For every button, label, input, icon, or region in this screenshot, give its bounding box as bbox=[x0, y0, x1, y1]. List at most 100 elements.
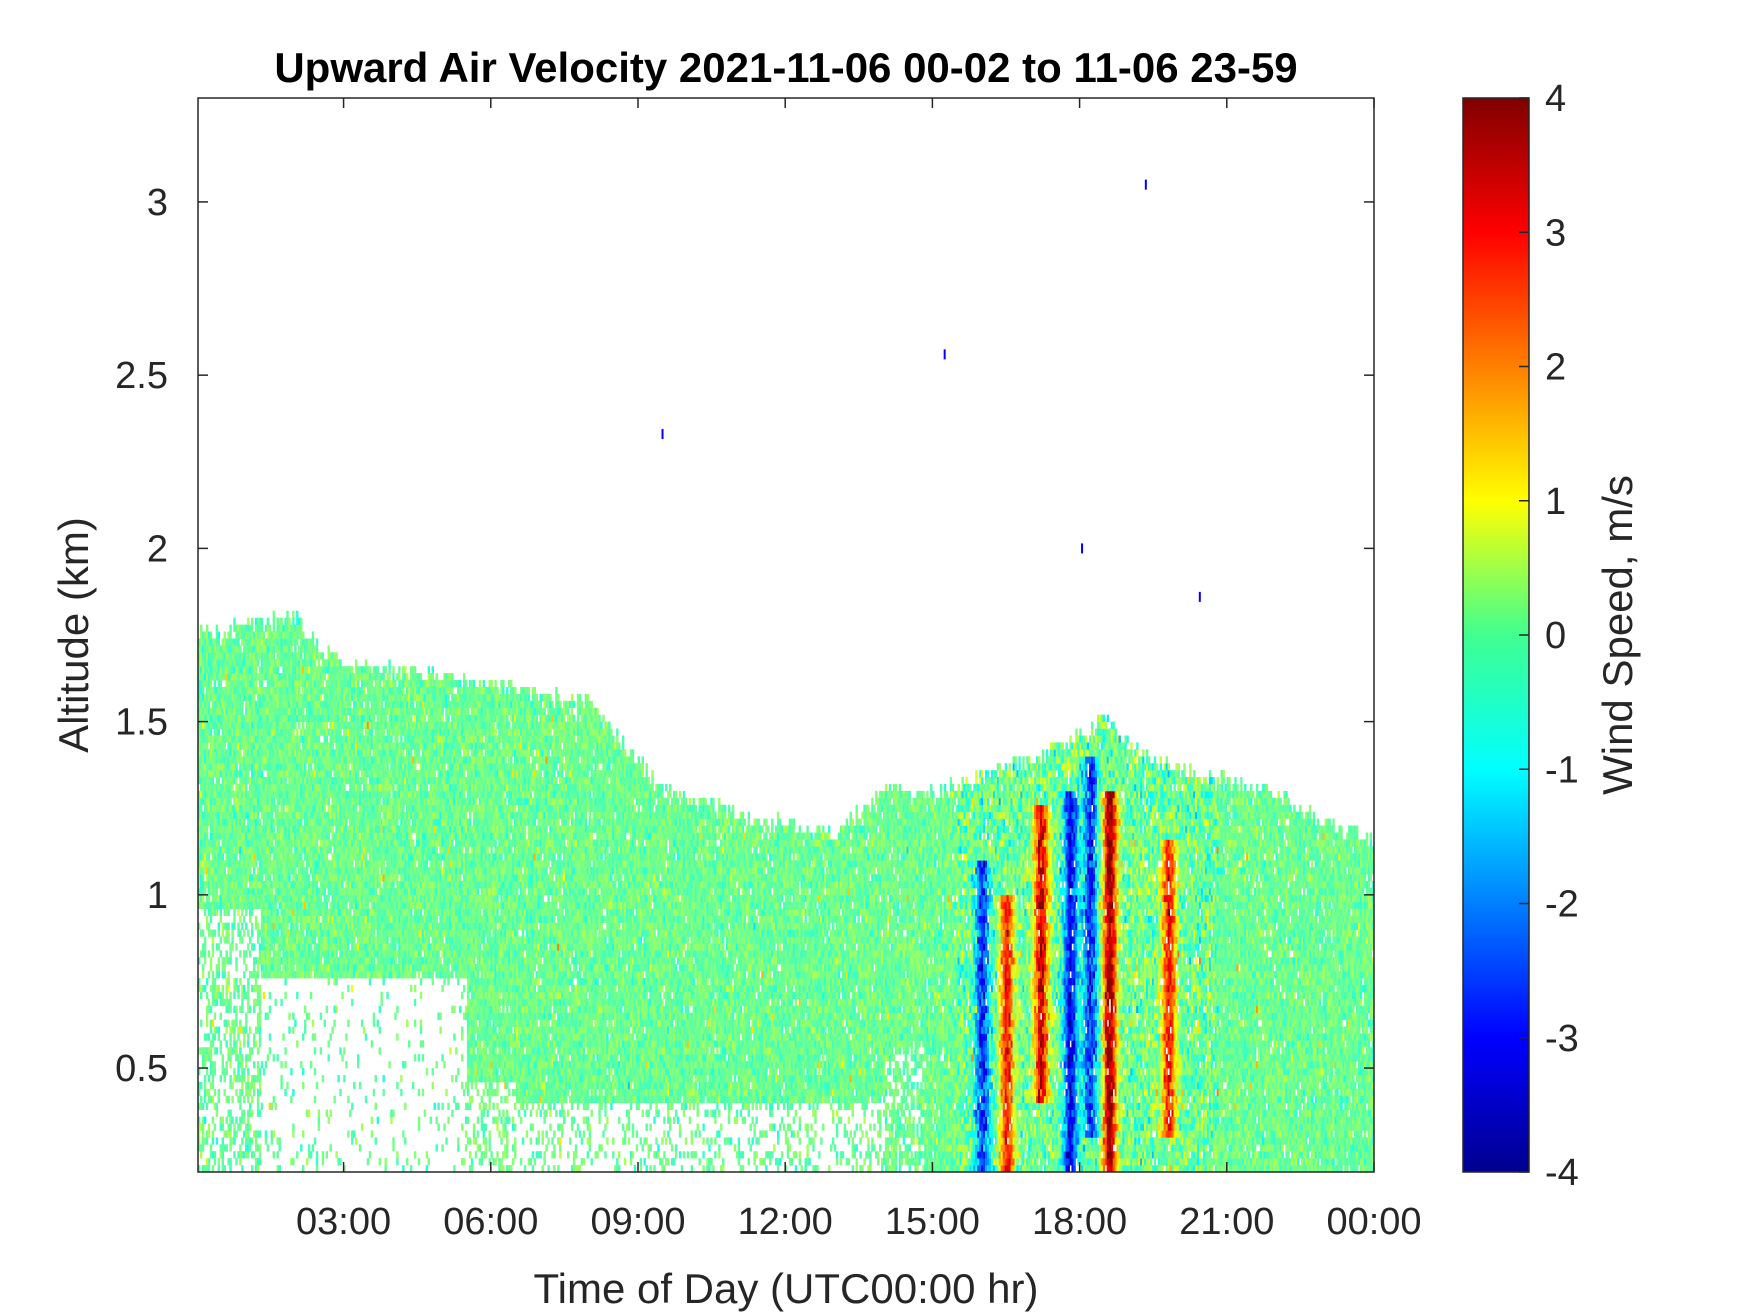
heatmap-cell bbox=[204, 985, 206, 992]
heatmap-cell bbox=[212, 1040, 214, 1047]
heatmap-cell bbox=[335, 978, 337, 985]
heatmap-cell bbox=[227, 923, 229, 930]
heatmap-cell bbox=[257, 923, 259, 930]
heatmap-cell bbox=[255, 1040, 257, 1047]
heatmap-cell bbox=[239, 950, 241, 957]
heatmap-cell bbox=[273, 1130, 275, 1137]
heatmap-cell bbox=[218, 1033, 220, 1040]
heatmap-cell bbox=[279, 964, 281, 971]
heatmap-cell bbox=[326, 722, 328, 729]
heatmap-cell bbox=[245, 964, 247, 971]
heatmap-cell bbox=[210, 964, 212, 971]
heatmap-cell bbox=[233, 1068, 235, 1075]
heatmap-cell bbox=[226, 1027, 228, 1034]
heatmap-cell bbox=[298, 722, 300, 729]
heatmap-cell bbox=[233, 916, 235, 923]
heatmap-cell bbox=[226, 1144, 228, 1151]
heatmap-cell bbox=[290, 645, 292, 652]
heatmap-cell bbox=[243, 985, 245, 992]
heatmap-cell bbox=[227, 936, 229, 943]
heatmap-cell bbox=[227, 930, 229, 937]
heatmap-cell bbox=[206, 1068, 208, 1075]
heatmap-cell bbox=[347, 1020, 349, 1027]
heatmap-cell bbox=[224, 1075, 226, 1082]
heatmap-cell bbox=[229, 1130, 231, 1137]
heatmap-cell bbox=[239, 749, 241, 756]
heatmap-cell bbox=[273, 1151, 275, 1158]
heatmap-cell bbox=[241, 701, 243, 708]
heatmap-cell bbox=[229, 950, 231, 957]
heatmap-cell bbox=[243, 1075, 245, 1082]
heatmap-cell bbox=[284, 1089, 286, 1096]
heatmap-cell bbox=[259, 1144, 261, 1151]
heatmap-cell bbox=[208, 923, 210, 930]
heatmap-cell bbox=[220, 1047, 222, 1054]
heatmap-cell bbox=[322, 1151, 324, 1158]
heatmap-cell bbox=[249, 1027, 251, 1034]
heatmap-cell bbox=[284, 992, 286, 999]
heatmap-cell bbox=[216, 888, 218, 895]
heatmap-cell bbox=[208, 895, 210, 902]
heatmap-cell bbox=[224, 742, 226, 749]
heatmap-cell bbox=[292, 618, 294, 625]
heatmap-cell bbox=[292, 729, 294, 736]
heatmap-cell bbox=[339, 659, 341, 666]
heatmap-cell bbox=[202, 1103, 204, 1110]
heatmap-cell bbox=[296, 639, 298, 646]
heatmap-cell bbox=[298, 742, 300, 749]
heatmap-cell bbox=[330, 770, 332, 777]
heatmap-cell bbox=[253, 1151, 255, 1158]
heatmap-cell bbox=[243, 1117, 245, 1124]
heatmap-cell bbox=[275, 1103, 277, 1110]
heatmap-cell bbox=[208, 701, 210, 708]
heatmap-cell bbox=[231, 930, 233, 937]
heatmap-cell bbox=[229, 1054, 231, 1061]
heatmap-cell bbox=[332, 742, 334, 749]
heatmap-cell bbox=[214, 1158, 216, 1165]
heatmap-cell bbox=[235, 1130, 237, 1137]
heatmap-cell bbox=[222, 1137, 224, 1144]
heatmap-cell bbox=[208, 950, 210, 957]
heatmap-cell bbox=[269, 1033, 271, 1040]
heatmap-cell bbox=[259, 985, 261, 992]
heatmap-cell bbox=[222, 1151, 224, 1158]
heatmap-cell bbox=[235, 763, 237, 770]
heatmap-cell bbox=[328, 978, 330, 985]
heatmap-cell bbox=[241, 1137, 243, 1144]
heatmap-cell bbox=[310, 971, 312, 978]
heatmap-cell bbox=[253, 1082, 255, 1089]
heatmap-cell bbox=[259, 1075, 261, 1082]
heatmap-cell bbox=[216, 1110, 218, 1117]
heatmap-cell bbox=[261, 1061, 263, 1068]
heatmap-cell bbox=[206, 742, 208, 749]
heatmap-cell bbox=[218, 1027, 220, 1034]
heatmap-cell bbox=[280, 1082, 282, 1089]
heatmap-cell bbox=[324, 1020, 326, 1027]
heatmap-cell bbox=[224, 1033, 226, 1040]
heatmap-cell bbox=[222, 1061, 224, 1068]
heatmap-cell bbox=[277, 1054, 279, 1061]
heatmap-cell bbox=[267, 1013, 269, 1020]
heatmap-cell bbox=[322, 1158, 324, 1165]
heatmap-cell bbox=[218, 943, 220, 950]
heatmap-cell bbox=[245, 1013, 247, 1020]
heatmap-cell bbox=[339, 1089, 341, 1096]
heatmap-cell bbox=[227, 909, 229, 916]
heatmap-cell bbox=[318, 1110, 320, 1117]
heatmap-cell bbox=[229, 957, 231, 964]
heatmap-cell bbox=[214, 1089, 216, 1096]
heatmap-cell bbox=[332, 1027, 334, 1034]
heatmap-cell bbox=[280, 1075, 282, 1082]
heatmap-cell bbox=[202, 1124, 204, 1131]
heatmap-cell bbox=[349, 701, 351, 708]
heatmap-cell bbox=[231, 936, 233, 943]
heatmap-cell bbox=[259, 1040, 261, 1047]
heatmap-cell bbox=[290, 1096, 292, 1103]
heatmap-cell bbox=[222, 1117, 224, 1124]
heatmap-cell bbox=[310, 763, 312, 770]
heatmap-cell bbox=[351, 666, 353, 673]
heatmap-cell bbox=[345, 819, 347, 826]
heatmap-cell bbox=[202, 895, 204, 902]
heatmap-cell bbox=[263, 992, 265, 999]
heatmap-cell bbox=[235, 1040, 237, 1047]
